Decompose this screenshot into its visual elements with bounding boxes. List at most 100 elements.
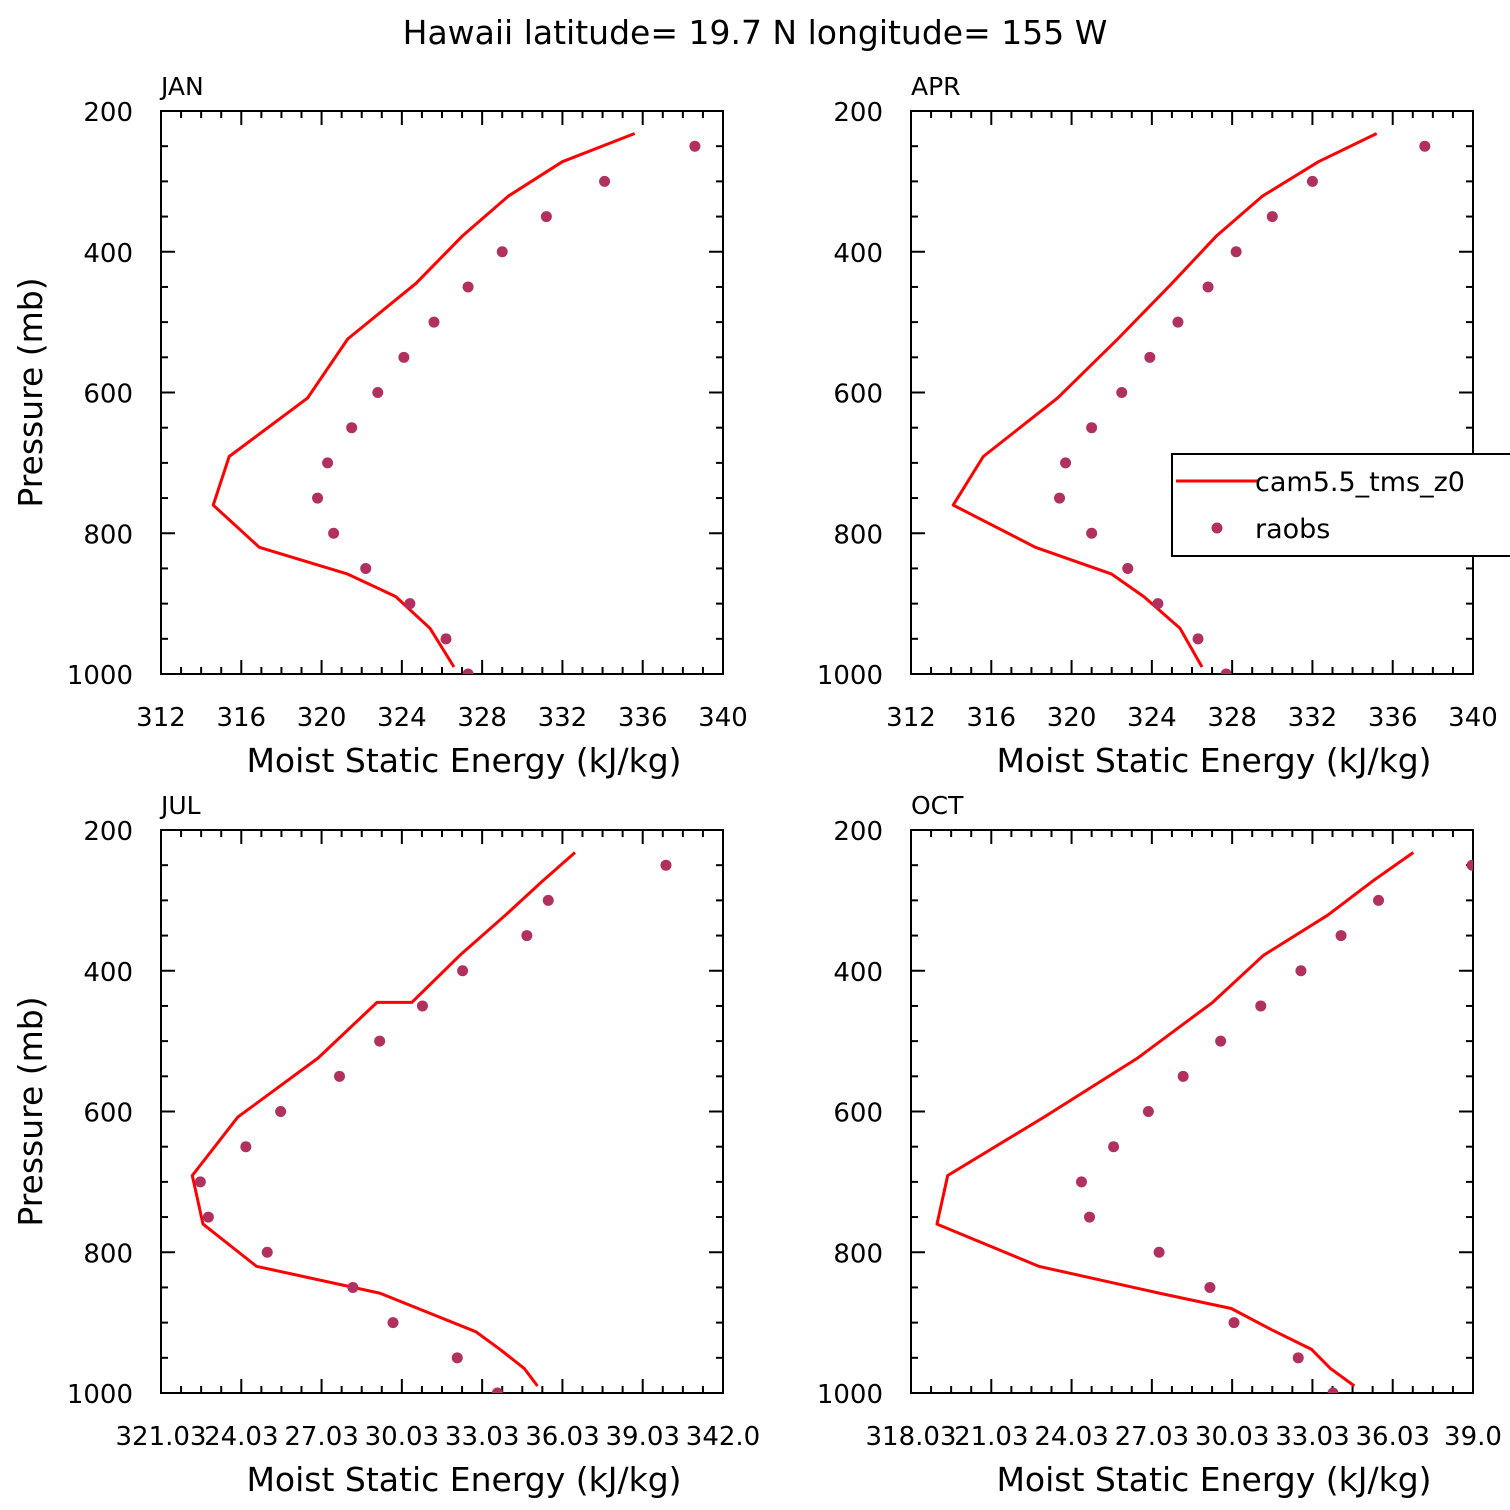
y-tick-label: 800	[833, 520, 883, 550]
raobs-point	[374, 1035, 386, 1047]
y-tick-label: 400	[833, 239, 883, 269]
y-axis-label: Pressure (mb)	[11, 996, 50, 1226]
y-tick-label: 200	[83, 98, 133, 128]
x-tick-label: 33.03	[445, 1422, 519, 1452]
plot-frame	[910, 110, 1474, 675]
x-tick-label: 30.03	[365, 1422, 439, 1452]
raobs-point	[1220, 668, 1232, 674]
raobs-point	[1177, 1070, 1189, 1082]
x-tick-label: 36.03	[1355, 1422, 1429, 1452]
raobs-point	[1255, 1000, 1267, 1012]
panel-label: APR	[911, 72, 961, 101]
raobs-point	[1153, 1246, 1165, 1258]
raobs-point	[1335, 930, 1347, 942]
figure-title: Hawaii latitude= 19.7 N longitude= 155 W	[403, 13, 1108, 52]
x-tick-label: 316	[216, 703, 266, 733]
series-line-cam5	[935, 851, 1415, 1388]
raobs-point	[1116, 387, 1128, 398]
y-tick-label: 800	[833, 1239, 883, 1269]
raobs-point	[1086, 527, 1098, 539]
x-tick-label: 312	[886, 703, 936, 733]
raobs-point	[404, 598, 416, 610]
series-line-cam5	[951, 132, 1378, 668]
y-tick-label: 200	[833, 98, 883, 128]
y-tick-label: 200	[83, 817, 133, 847]
raobs-point	[1084, 1211, 1096, 1223]
raobs-point	[1373, 894, 1385, 906]
raobs-point	[1327, 1387, 1339, 1393]
raobs-point	[1228, 1317, 1240, 1329]
x-tick-label: 312	[136, 703, 186, 733]
raobs-point	[328, 527, 340, 539]
raobs-point	[1215, 1035, 1227, 1047]
raobs-point	[275, 1106, 287, 1117]
raobs-point	[1266, 211, 1278, 223]
y-tick-label: 800	[83, 520, 133, 550]
panel-label: JAN	[159, 72, 204, 101]
x-tick-label: 324	[377, 703, 427, 733]
raobs-point	[1086, 422, 1098, 434]
x-tick-label: 340	[1448, 703, 1498, 733]
x-tick-label: 27.03	[284, 1422, 358, 1452]
x-axis-label: Moist Static Energy (kJ/kg)	[996, 741, 1431, 780]
x-tick-label: 332	[1288, 703, 1338, 733]
raobs-point	[322, 457, 334, 469]
x-tick-label: 320	[1047, 703, 1097, 733]
raobs-point	[347, 1281, 359, 1293]
y-tick-label: 1000	[817, 1380, 883, 1410]
chart-panel-jan: JAN 312 316 320 324 328 332 336 340 200 400 600 800 1…	[11, 72, 748, 780]
x-tick-label: 316	[966, 703, 1016, 733]
raobs-point	[491, 1387, 503, 1393]
raobs-point	[462, 668, 474, 674]
y-tick-label: 200	[833, 817, 883, 847]
raobs-point	[457, 965, 469, 977]
y-tick-label: 1000	[817, 661, 883, 691]
raobs-point	[1419, 140, 1431, 152]
raobs-point	[1054, 492, 1066, 504]
raobs-point	[1295, 965, 1307, 977]
x-tick-label: 320	[297, 703, 347, 733]
x-axis-label: Moist Static Energy (kJ/kg)	[996, 1460, 1431, 1499]
series-group	[190, 851, 672, 1393]
raobs-point	[194, 1176, 206, 1188]
raobs-point	[1144, 351, 1156, 363]
series-group	[211, 132, 701, 674]
raobs-point	[689, 140, 701, 152]
raobs-point	[1306, 175, 1318, 187]
plot-frame	[160, 110, 724, 675]
series-line-cam5	[211, 132, 636, 668]
x-tick-label: 21.03	[954, 1422, 1028, 1452]
raobs-point	[540, 211, 552, 223]
raobs-point	[387, 1317, 399, 1329]
raobs-point	[334, 1070, 346, 1082]
legend-label-raobs: raobs	[1255, 514, 1330, 545]
x-tick-label: 24.03	[1034, 1422, 1108, 1452]
x-tick-label: 342.0	[686, 1422, 760, 1452]
raobs-point	[1202, 281, 1214, 293]
x-tick-label: 27.03	[1115, 1422, 1189, 1452]
y-tick-label: 400	[833, 958, 883, 988]
x-tick-label: 324	[1127, 703, 1177, 733]
raobs-point	[312, 492, 324, 504]
raobs-point	[1230, 246, 1242, 258]
raobs-point	[372, 387, 384, 398]
y-tick-label: 400	[83, 958, 133, 988]
x-tick-label: 39.03	[605, 1422, 679, 1452]
y-tick-label: 600	[833, 1099, 883, 1129]
raobs-point	[599, 175, 611, 187]
x-tick-label: 328	[457, 703, 507, 733]
raobs-point	[261, 1246, 273, 1258]
x-tick-label: 30.03	[1195, 1422, 1269, 1452]
raobs-point	[1152, 598, 1164, 610]
x-tick-label: 336	[1368, 703, 1418, 733]
raobs-point	[1172, 316, 1184, 328]
raobs-point	[521, 930, 533, 942]
x-tick-label: 340	[698, 703, 748, 733]
series-group	[951, 132, 1431, 674]
raobs-point	[1142, 1106, 1154, 1117]
raobs-point	[428, 316, 440, 328]
x-tick-label: 332	[538, 703, 588, 733]
